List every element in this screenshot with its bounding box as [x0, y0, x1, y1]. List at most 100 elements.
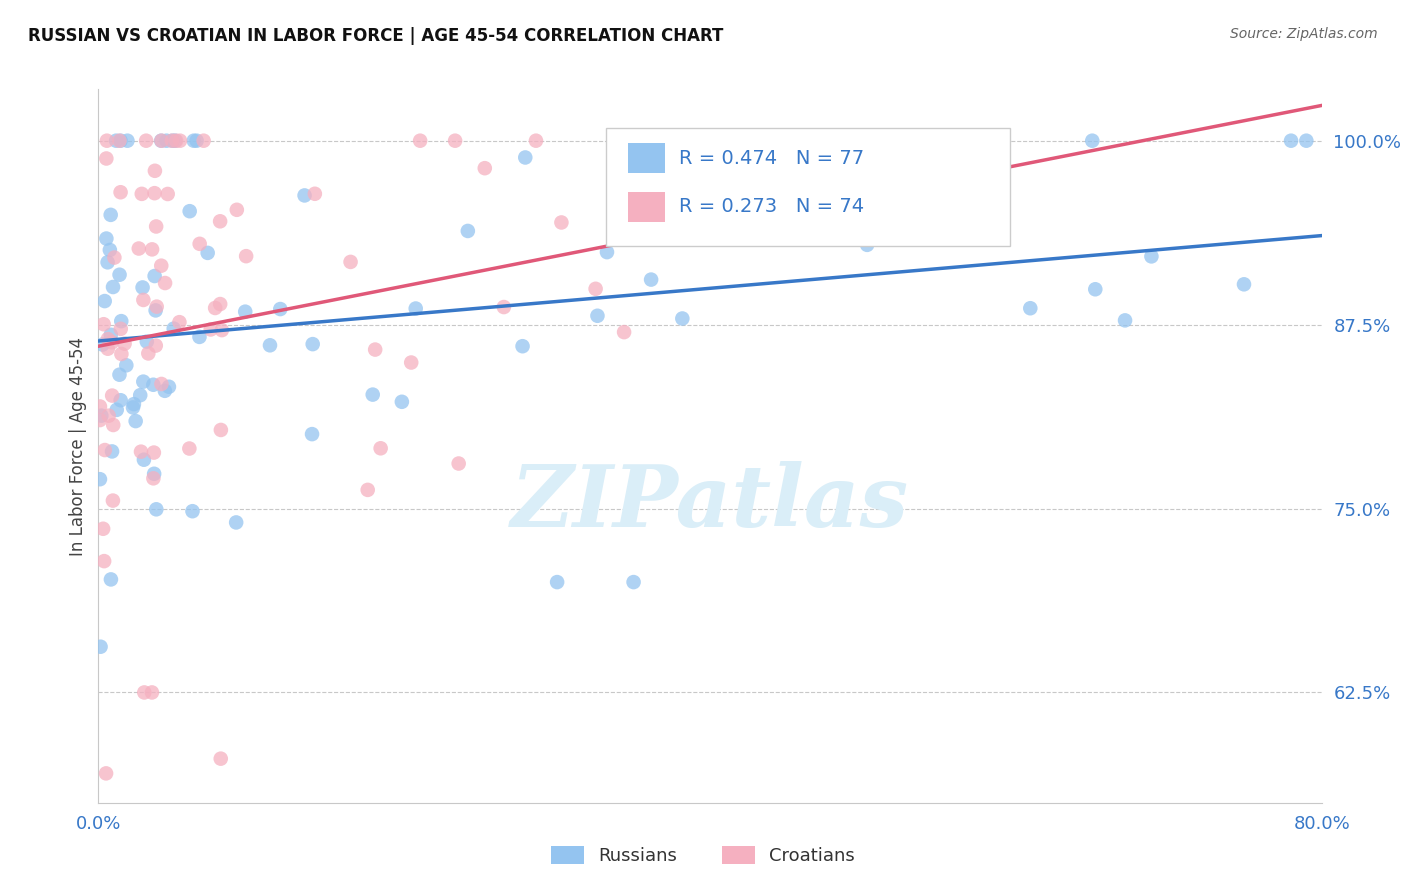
Point: [150, 134, 173, 148]
Point: [89, 413, 111, 427]
Point: [93, 294, 115, 309]
Point: [613, 325, 636, 339]
Point: [94, 766, 117, 780]
Point: [524, 134, 547, 148]
Point: [103, 417, 125, 432]
Point: [142, 377, 165, 392]
Point: [364, 343, 387, 357]
Point: [596, 245, 619, 260]
Point: [339, 255, 361, 269]
Point: [209, 423, 232, 437]
Point: [100, 327, 122, 342]
Point: [165, 134, 187, 148]
Point: [235, 249, 257, 263]
Point: [153, 276, 176, 290]
Point: [96, 134, 118, 148]
Point: [110, 186, 132, 200]
Point: [135, 134, 157, 148]
Point: [447, 457, 470, 471]
Point: [512, 339, 534, 353]
Point: [150, 376, 173, 391]
Point: [143, 163, 166, 178]
Point: [153, 384, 176, 398]
Point: [150, 259, 173, 273]
Point: [546, 575, 568, 590]
Legend: Russians, Croatians: Russians, Croatians: [543, 837, 863, 874]
Point: [165, 134, 187, 148]
Point: [444, 134, 467, 148]
Point: [141, 685, 163, 699]
Point: [211, 323, 233, 337]
Point: [623, 575, 645, 590]
Point: [143, 268, 166, 283]
Point: [124, 414, 146, 428]
Point: [145, 219, 167, 234]
Point: [128, 242, 150, 256]
Point: [1279, 134, 1302, 148]
Point: [1140, 249, 1163, 263]
Point: [225, 516, 247, 530]
Point: [145, 502, 167, 516]
Point: [294, 188, 316, 202]
Point: [97, 255, 120, 269]
Point: [100, 208, 122, 222]
Point: [101, 444, 124, 458]
Point: [145, 338, 167, 352]
Point: [204, 301, 226, 315]
Point: [301, 427, 323, 442]
Point: [186, 134, 208, 148]
Point: [135, 334, 157, 349]
Point: [157, 380, 180, 394]
Point: [105, 402, 128, 417]
Point: [197, 245, 219, 260]
Point: [122, 397, 145, 411]
Point: [131, 280, 153, 294]
Point: [114, 336, 136, 351]
Text: Source: ZipAtlas.com: Source: ZipAtlas.com: [1230, 27, 1378, 41]
Point: [143, 467, 166, 481]
Point: [131, 186, 153, 201]
Point: [155, 134, 177, 148]
Point: [856, 237, 879, 252]
Point: [93, 317, 115, 331]
Point: [301, 337, 323, 351]
Point: [101, 335, 124, 350]
Point: [193, 134, 215, 148]
Point: [89, 472, 111, 486]
Y-axis label: In Labor Force | Age 45-54: In Labor Force | Age 45-54: [69, 336, 87, 556]
Point: [1233, 277, 1256, 292]
Point: [163, 321, 186, 335]
Point: [129, 444, 152, 458]
Point: [93, 554, 115, 568]
Point: [110, 393, 132, 408]
Point: [142, 445, 165, 459]
Point: [97, 409, 120, 423]
Point: [90, 409, 112, 423]
Point: [169, 134, 191, 148]
Point: [640, 272, 662, 286]
Point: [129, 388, 152, 402]
Point: [1114, 313, 1136, 327]
Point: [586, 309, 609, 323]
Point: [136, 346, 159, 360]
FancyBboxPatch shape: [606, 128, 1010, 246]
Point: [474, 161, 496, 176]
Point: [97, 332, 120, 346]
Point: [703, 213, 725, 227]
Point: [1019, 301, 1042, 316]
Point: [110, 322, 132, 336]
Point: [391, 394, 413, 409]
Point: [160, 134, 183, 148]
Point: [181, 504, 204, 518]
Point: [357, 483, 380, 497]
Point: [179, 204, 201, 219]
Point: [117, 134, 139, 148]
Point: [169, 315, 191, 329]
Point: [188, 236, 211, 251]
Point: [98, 243, 121, 257]
Point: [132, 452, 155, 467]
Point: [101, 388, 124, 402]
Text: RUSSIAN VS CROATIAN IN LABOR FORCE | AGE 45-54 CORRELATION CHART: RUSSIAN VS CROATIAN IN LABOR FORCE | AGE…: [28, 27, 724, 45]
Point: [110, 347, 132, 361]
Point: [405, 301, 427, 316]
